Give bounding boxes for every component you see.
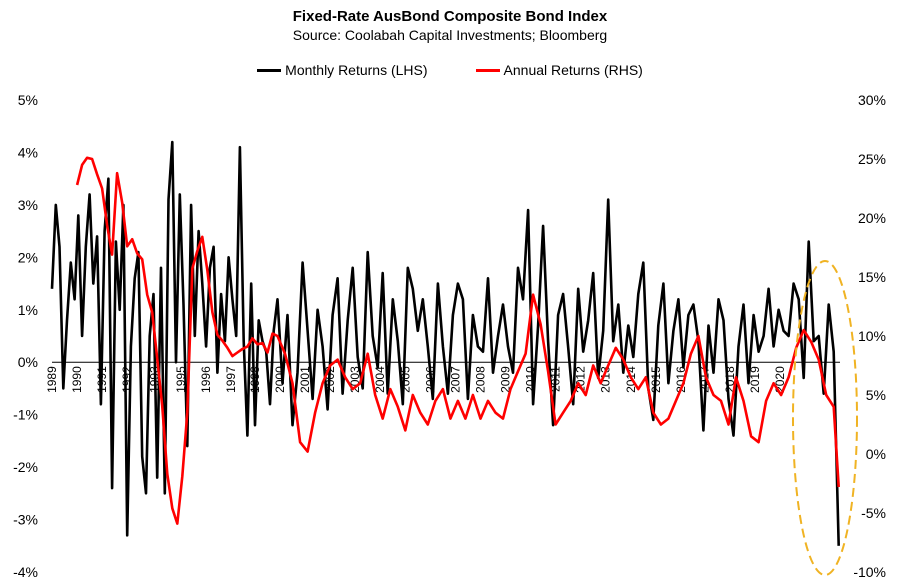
legend-swatch-monthly bbox=[257, 68, 282, 72]
y-right-tick-label: 10% bbox=[858, 328, 886, 344]
chart-title: Fixed-Rate AusBond Composite Bond Index bbox=[292, 8, 608, 25]
y-left-tick-label: 2% bbox=[18, 249, 38, 265]
x-tick-label: 1996 bbox=[199, 366, 213, 393]
x-tick-label: 1990 bbox=[70, 366, 84, 393]
x-tick-label: 2013 bbox=[599, 366, 613, 393]
legend-label-monthly: Monthly Returns (LHS) bbox=[285, 62, 428, 78]
y-right-tick-label: 15% bbox=[858, 269, 886, 285]
chart-subtitle: Source: Coolabah Capital Investments; Bl… bbox=[292, 27, 608, 43]
x-tick-label: 2019 bbox=[748, 366, 762, 393]
y-left-tick-label: 0% bbox=[18, 354, 38, 370]
x-tick-label: 1997 bbox=[224, 366, 238, 393]
y-right-tick-label: 20% bbox=[858, 210, 886, 226]
x-tick-label: 2004 bbox=[373, 366, 387, 393]
y-right-tick-label: 30% bbox=[858, 92, 886, 108]
x-tick-label: 2000 bbox=[273, 366, 287, 393]
series-line-monthly-returns bbox=[50, 140, 840, 546]
y-left-tick-label: -3% bbox=[13, 512, 38, 528]
y-left-tick-label: -4% bbox=[13, 564, 38, 580]
x-tick-label: 2016 bbox=[674, 366, 688, 393]
y-right-tick-label: -5% bbox=[861, 505, 886, 521]
y-right-tick-label: 0% bbox=[866, 446, 886, 462]
legend-item-annual: Annual Returns (RHS) bbox=[475, 62, 643, 78]
legend-label-annual: Annual Returns (RHS) bbox=[503, 62, 643, 78]
x-tick-label: 2008 bbox=[473, 366, 487, 393]
y-left-tick-label: -1% bbox=[13, 407, 38, 423]
legend-swatch-annual bbox=[475, 68, 500, 72]
y-left-tick-label: -2% bbox=[13, 459, 38, 475]
x-tick-label: 2009 bbox=[499, 366, 513, 393]
x-tick-label: 2001 bbox=[298, 366, 312, 393]
x-tick-label: 1992 bbox=[120, 366, 134, 393]
y-left-tick-label: 3% bbox=[18, 197, 38, 213]
y-right-tick-label: 5% bbox=[866, 387, 886, 403]
y-right-tick-label: -10% bbox=[853, 564, 886, 580]
x-tick-label: 1989 bbox=[45, 366, 59, 393]
legend: Monthly Returns (LHS) Annual Returns (RH… bbox=[0, 62, 900, 78]
y-left-tick-label: 5% bbox=[18, 92, 38, 108]
legend-item-monthly: Monthly Returns (LHS) bbox=[257, 62, 428, 78]
y-left-tick-label: 1% bbox=[18, 302, 38, 318]
series-line-annual-returns bbox=[75, 156, 840, 525]
y-left-tick-label: 4% bbox=[18, 144, 38, 160]
y-right-tick-label: 25% bbox=[858, 151, 886, 167]
highlight-ellipse bbox=[792, 260, 858, 576]
x-tick-label: 2007 bbox=[448, 366, 462, 393]
